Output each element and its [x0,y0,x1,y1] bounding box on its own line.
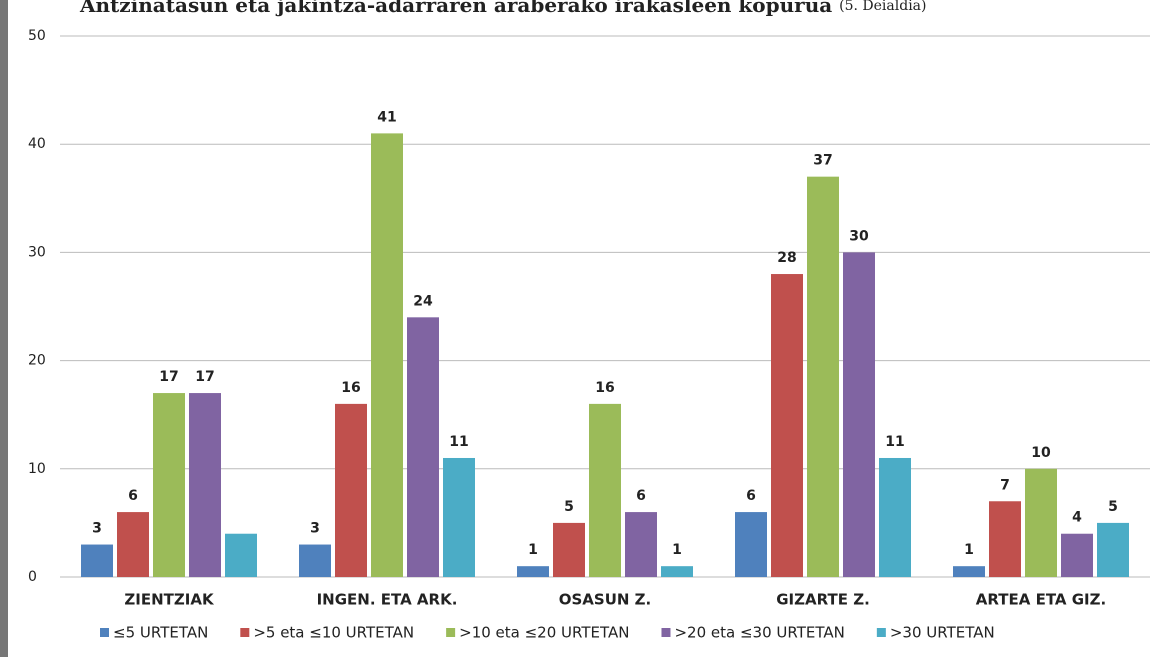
bar [771,274,803,577]
data-label: 7 [1000,477,1010,493]
y-tick-label: 50 [28,28,46,44]
data-label: 11 [449,434,468,450]
bar [517,566,549,577]
legend-swatch [100,628,109,637]
bar [299,544,331,577]
subtitle: (5. Deialdia) [839,0,926,14]
bar [443,457,475,577]
bar [117,512,149,577]
data-label: 6 [746,488,756,504]
data-label: 28 [777,250,796,266]
legend-label: >20 eta ≤30 URTETAN [674,624,844,642]
data-label: 17 [159,369,178,385]
legend-label: >30 URTETAN [890,624,995,642]
data-label: 1 [964,542,974,558]
x-tick-label: OSASUN Z. [559,591,652,609]
y-tick-label: 20 [28,353,46,369]
data-label: 1 [672,542,682,558]
bar [225,533,257,577]
legend-label: >5 eta ≤10 URTETAN [253,624,414,642]
bar [81,544,113,577]
data-label: 5 [1108,499,1118,515]
title-text: Antzinatasun eta jakintza-adarraren arab… [79,0,832,17]
bar [1097,522,1129,577]
y-tick-label: 10 [28,461,46,477]
bar [553,522,585,577]
data-label: 1 [528,542,538,558]
bar [335,403,367,577]
y-tick-label: 0 [28,569,37,585]
data-label: 11 [885,434,904,450]
data-label: 16 [595,380,614,396]
bar [879,457,911,577]
bar [589,403,621,577]
data-label: 16 [341,380,360,396]
x-tick-label: INGEN. ETA ARK. [317,591,458,609]
data-label: 24 [413,293,433,309]
bar [189,393,221,577]
bar [735,512,767,577]
data-label: 6 [128,488,138,504]
data-label: 3 [92,521,102,537]
x-tick-label: GIZARTE Z. [776,591,870,609]
bar [807,176,839,577]
x-tick-label: ARTEA ETA GIZ. [976,591,1106,609]
data-label: 30 [849,228,869,244]
legend-swatch [661,628,671,637]
legend-swatch [446,628,456,637]
data-label: 17 [195,369,214,385]
y-tick-label: 30 [28,244,46,260]
data-label: 10 [1031,445,1051,461]
bar [953,566,985,577]
data-label: 5 [564,499,574,515]
x-tick-label: ZIENTZIAK [124,591,215,609]
bar [625,512,657,577]
chart-title: Antzinatasun eta jakintza-adarraren arab… [79,0,927,17]
legend-label: ≤5 URTETAN [113,624,208,642]
bar [661,566,693,577]
bar [1025,468,1057,577]
y-tick-label: 40 [28,136,46,152]
data-label: 37 [813,153,832,169]
bar [843,252,875,577]
legend-label: >10 eta ≤20 URTETAN [459,624,629,642]
data-label: 3 [310,521,320,537]
bar [153,393,185,577]
frame-edge [0,0,8,657]
bar [407,317,439,577]
bar [1061,533,1093,577]
bar [989,501,1021,577]
data-label: 6 [636,488,646,504]
bar [371,133,403,577]
data-label: 41 [377,109,396,125]
data-label: 4 [1072,510,1082,526]
legend-swatch [876,628,886,637]
legend-swatch [240,628,250,637]
